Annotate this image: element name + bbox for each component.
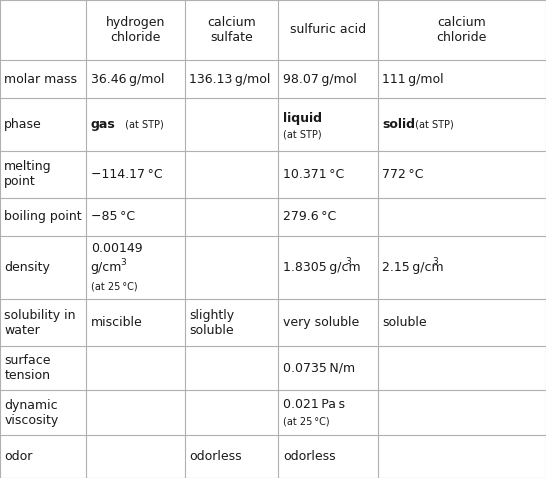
Text: 136.13 g/mol: 136.13 g/mol xyxy=(189,73,270,86)
Text: 279.6 °C: 279.6 °C xyxy=(283,210,336,223)
Text: slightly
soluble: slightly soluble xyxy=(189,309,234,337)
Text: 3: 3 xyxy=(432,257,438,266)
Text: (at 25 °C): (at 25 °C) xyxy=(91,282,137,292)
Text: soluble: soluble xyxy=(382,316,427,329)
Text: 3: 3 xyxy=(120,258,126,267)
Text: surface
tension: surface tension xyxy=(4,354,51,382)
Text: molar mass: molar mass xyxy=(4,73,78,86)
Text: 772 °C: 772 °C xyxy=(382,168,424,181)
Text: 0.00149: 0.00149 xyxy=(91,242,143,255)
Text: dynamic
viscosity: dynamic viscosity xyxy=(4,399,58,426)
Text: sulfuric acid: sulfuric acid xyxy=(290,23,366,36)
Text: phase: phase xyxy=(4,118,42,131)
Text: melting
point: melting point xyxy=(4,160,52,188)
Text: 0.021 Pa s: 0.021 Pa s xyxy=(283,398,345,411)
Text: −85 °C: −85 °C xyxy=(91,210,135,223)
Text: hydrogen
chloride: hydrogen chloride xyxy=(106,16,165,44)
Text: (at STP): (at STP) xyxy=(122,120,164,130)
Text: miscible: miscible xyxy=(91,316,143,329)
Text: density: density xyxy=(4,261,50,274)
Text: (at STP): (at STP) xyxy=(412,120,454,130)
Text: odorless: odorless xyxy=(283,450,335,463)
Text: g/cm: g/cm xyxy=(91,261,122,274)
Text: 98.07 g/mol: 98.07 g/mol xyxy=(283,73,357,86)
Text: 1.8305 g/cm: 1.8305 g/cm xyxy=(283,261,360,274)
Text: liquid: liquid xyxy=(283,112,322,125)
Text: gas: gas xyxy=(91,118,115,131)
Text: 10.371 °C: 10.371 °C xyxy=(283,168,344,181)
Text: odor: odor xyxy=(4,450,33,463)
Text: calcium
sulfate: calcium sulfate xyxy=(207,16,256,44)
Text: 0.0735 N/m: 0.0735 N/m xyxy=(283,361,355,374)
Text: odorless: odorless xyxy=(189,450,241,463)
Text: 36.46 g/mol: 36.46 g/mol xyxy=(91,73,164,86)
Text: 111 g/mol: 111 g/mol xyxy=(382,73,444,86)
Text: 2.15 g/cm: 2.15 g/cm xyxy=(382,261,444,274)
Text: −114.17 °C: −114.17 °C xyxy=(91,168,162,181)
Text: 3: 3 xyxy=(346,257,352,266)
Text: solubility in
water: solubility in water xyxy=(4,309,76,337)
Text: solid: solid xyxy=(382,118,415,131)
Text: (at STP): (at STP) xyxy=(283,130,322,140)
Text: boiling point: boiling point xyxy=(4,210,82,223)
Text: calcium
chloride: calcium chloride xyxy=(437,16,487,44)
Text: (at 25 °C): (at 25 °C) xyxy=(283,417,329,427)
Text: very soluble: very soluble xyxy=(283,316,359,329)
